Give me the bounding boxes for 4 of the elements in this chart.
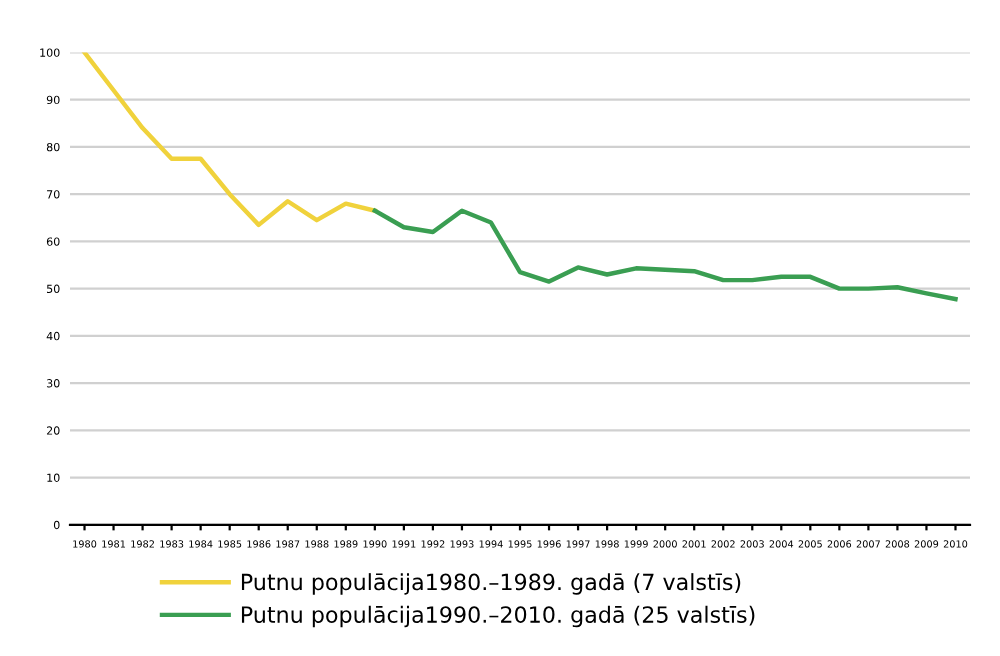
line-series: [82, 52, 378, 228]
legend-label: Putnu populācija1990.–2010. gadā (25 valstīs): [241, 605, 755, 628]
legend-label: Putnu populācija1980.–1989. gadā (7 valstīs): [241, 573, 741, 595]
line-series: [372, 208, 958, 302]
